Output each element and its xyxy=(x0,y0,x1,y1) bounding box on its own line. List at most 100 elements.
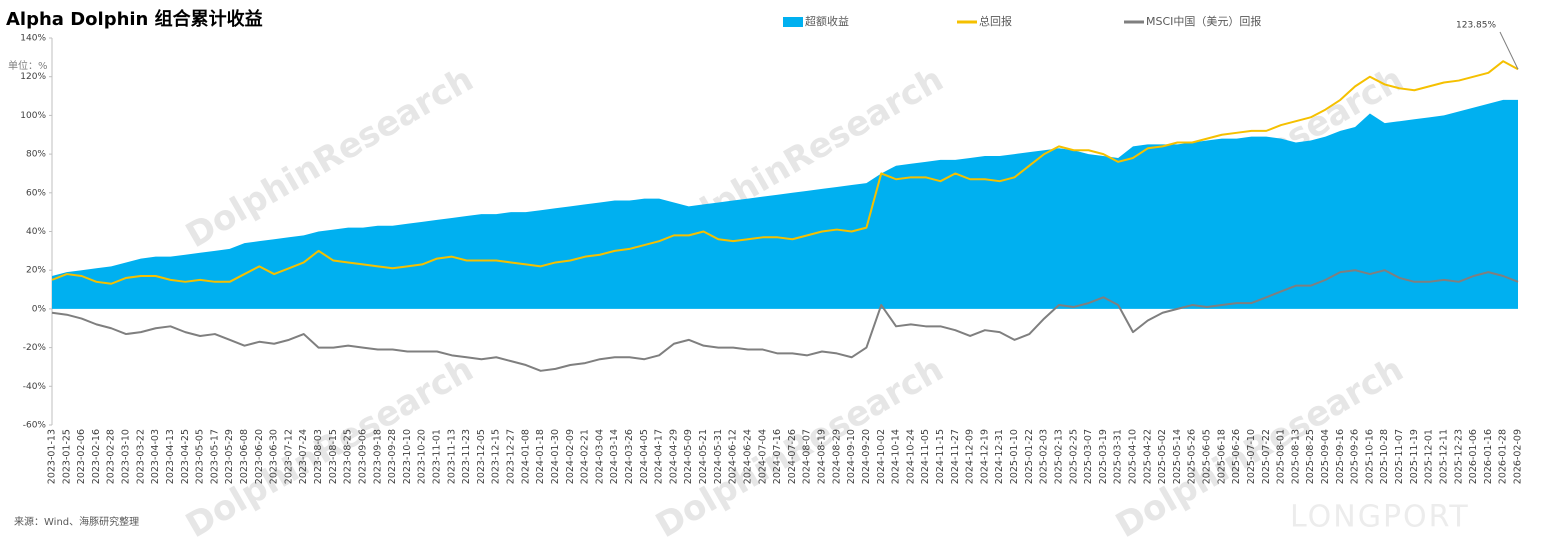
x-tick-label: 2026-02-09 xyxy=(1513,429,1524,484)
x-tick-label: 2024-07-04 xyxy=(757,429,768,484)
x-tick-label: 2024-08-19 xyxy=(817,429,828,484)
x-tick-label: 2023-05-05 xyxy=(195,429,206,484)
x-tick-label: 2023-02-28 xyxy=(106,429,117,484)
x-tick-label: 2024-04-05 xyxy=(639,429,650,484)
y-tick-label: -40% xyxy=(23,382,47,392)
x-tick-label: 2025-09-26 xyxy=(1350,429,1361,484)
x-tick-label: 2023-04-03 xyxy=(150,429,161,484)
unit-label: 单位：% xyxy=(8,59,48,72)
x-tick-label: 2024-09-20 xyxy=(861,429,872,484)
legend-label: 总回报 xyxy=(979,14,1012,28)
x-tick-label: 2023-05-29 xyxy=(224,429,235,484)
x-tick-label: 2025-08-01 xyxy=(1276,429,1287,484)
x-tick-label: 2024-07-16 xyxy=(772,429,783,484)
annotation: 123.85% xyxy=(1456,21,1496,31)
x-tick-label: 2024-06-24 xyxy=(742,429,753,484)
x-tick-label: 2024-03-14 xyxy=(609,429,620,484)
x-tick-label: 2023-04-25 xyxy=(180,429,191,484)
x-tick-label: 2023-03-22 xyxy=(135,429,146,484)
x-tick-label: 2025-05-02 xyxy=(1157,429,1168,484)
line xyxy=(51,60,1519,285)
x-tick-label: 2023-01-13 xyxy=(47,429,58,484)
y-tick-label: -60% xyxy=(23,421,47,431)
y-tick-label: 140% xyxy=(20,34,46,44)
x-tick-label: 2023-05-17 xyxy=(209,429,220,484)
x-tick-label: 2023-08-25 xyxy=(343,429,354,484)
x-tick-label: 2025-12-11 xyxy=(1438,429,1449,484)
x-tick-label: 2023-12-05 xyxy=(476,429,487,484)
x-tick-label: 2025-09-16 xyxy=(1335,429,1346,484)
y-tick-label: 120% xyxy=(20,72,46,82)
x-tick-label: 2023-06-08 xyxy=(239,429,250,484)
x-tick-label: 2025-05-26 xyxy=(1187,429,1198,484)
chart-title: Alpha Dolphin 组合累计收益 xyxy=(6,8,263,30)
x-tick-label: 2024-01-08 xyxy=(520,429,531,484)
x-tick-label: 2024-03-26 xyxy=(624,429,635,484)
x-tick-label: 2025-03-19 xyxy=(1098,429,1109,484)
x-tick-label: 2024-10-24 xyxy=(905,429,916,484)
x-tick-label: 2025-04-10 xyxy=(1127,429,1138,484)
x-tick-label: 2024-05-31 xyxy=(713,429,724,484)
y-tick-label: 40% xyxy=(26,227,46,237)
x-tick-label: 2024-04-17 xyxy=(654,429,665,484)
x-tick-label: 2025-05-14 xyxy=(1172,429,1183,484)
logo: LONGPORT xyxy=(1290,500,1470,535)
x-tick-label: 2023-10-10 xyxy=(402,429,413,484)
x-tick-label: 2024-12-19 xyxy=(979,429,990,484)
x-tick-label: 2024-10-02 xyxy=(876,429,887,484)
x-tick-label: 2024-06-12 xyxy=(728,429,739,484)
x-tick-label: 2024-08-29 xyxy=(831,429,842,484)
x-tick-label: 2023-07-24 xyxy=(298,429,309,484)
x-tick-label: 2023-11-13 xyxy=(446,429,457,484)
x-tick-label: 2023-12-27 xyxy=(506,429,517,484)
x-tick-label: 2023-09-28 xyxy=(387,429,398,484)
x-tick-label: 2024-11-05 xyxy=(920,429,931,484)
x-tick-label: 2025-06-26 xyxy=(1231,429,1242,484)
x-tick-label: 2024-01-18 xyxy=(535,429,546,484)
area xyxy=(52,99,1518,309)
x-tick-label: 2025-11-19 xyxy=(1409,429,1420,484)
x-tick-label: 2023-09-18 xyxy=(372,429,383,484)
x-tick-label: 2023-02-16 xyxy=(91,429,102,484)
y-tick-label: 100% xyxy=(20,111,46,121)
x-tick-label: 2024-11-15 xyxy=(935,429,946,484)
x-tick-label: 2023-03-10 xyxy=(121,429,132,484)
annotation-leader xyxy=(1499,31,1519,70)
x-tick-label: 2023-04-13 xyxy=(165,429,176,484)
x-tick-label: 2025-08-25 xyxy=(1305,429,1316,484)
x-tick-label: 2024-08-07 xyxy=(802,429,813,484)
x-tick-label: 2025-06-18 xyxy=(1216,429,1227,484)
x-tick-label: 2023-12-15 xyxy=(491,429,502,484)
x-tick-label: 2024-05-21 xyxy=(698,429,709,484)
x-tick-label: 2025-09-04 xyxy=(1320,429,1331,484)
x-tick-label: 2024-12-31 xyxy=(994,429,1005,484)
x-tick-label: 2024-02-09 xyxy=(565,429,576,484)
x-tick-label: 2023-08-03 xyxy=(313,429,324,484)
x-tick-label: 2023-01-25 xyxy=(61,429,72,484)
x-tick-label: 2024-02-21 xyxy=(580,429,591,484)
x-tick-label: 2025-06-05 xyxy=(1202,429,1213,484)
x-tick-label: 2025-02-25 xyxy=(1068,429,1079,484)
x-tick-label: 2023-10-20 xyxy=(417,429,428,484)
x-tick-label: 2025-03-07 xyxy=(1083,429,1094,484)
x-tick-label: 2025-10-16 xyxy=(1364,429,1375,484)
y-tick-label: 20% xyxy=(26,266,46,276)
x-tick-label: 2025-03-31 xyxy=(1113,429,1124,484)
y-tick-label: -20% xyxy=(23,343,47,353)
source: 来源：Wind、海豚研究整理 xyxy=(14,515,139,528)
x-tick-label: 2025-12-23 xyxy=(1453,429,1464,484)
x-tick-label: 2025-08-13 xyxy=(1290,429,1301,484)
x-tick-label: 2025-02-13 xyxy=(1053,429,1064,484)
x-tick-label: 2024-04-29 xyxy=(668,429,679,484)
x-tick-label: 2025-10-28 xyxy=(1379,429,1390,484)
x-tick-label: 2024-10-14 xyxy=(891,429,902,484)
legend-label: MSCI中国（美元）回报 xyxy=(1146,14,1261,28)
x-tick-label: 2023-06-20 xyxy=(254,429,265,484)
x-tick-label: 2025-07-22 xyxy=(1261,429,1272,484)
x-tick-label: 2023-08-15 xyxy=(328,429,339,484)
x-tick-label: 2023-02-06 xyxy=(76,429,87,484)
line xyxy=(51,269,1519,372)
x-tick-label: 2025-07-10 xyxy=(1246,429,1257,484)
legend-label: 超额收益 xyxy=(805,14,849,28)
